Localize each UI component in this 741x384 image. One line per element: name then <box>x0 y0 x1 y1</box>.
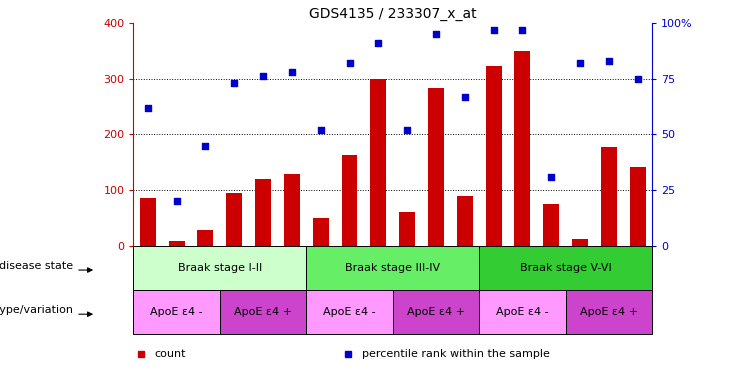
Point <box>401 127 413 133</box>
Point <box>228 80 240 86</box>
Bar <box>370 79 386 246</box>
Bar <box>457 195 473 246</box>
Bar <box>220 290 306 334</box>
Bar <box>565 290 652 334</box>
Bar <box>140 199 156 246</box>
Point <box>344 60 356 66</box>
Point <box>459 93 471 99</box>
Bar <box>306 246 479 290</box>
Text: Braak stage V-VI: Braak stage V-VI <box>519 263 611 273</box>
Bar <box>133 246 306 290</box>
Point <box>574 60 586 66</box>
Point <box>545 174 557 180</box>
Text: ApoE ε4 +: ApoE ε4 + <box>234 307 292 317</box>
Bar <box>399 212 415 246</box>
Bar <box>630 167 645 246</box>
Bar <box>169 241 185 246</box>
Text: ApoE ε4 -: ApoE ε4 - <box>150 307 203 317</box>
Text: genotype/variation: genotype/variation <box>0 305 73 315</box>
Bar <box>479 290 565 334</box>
Bar <box>601 147 617 246</box>
Point <box>315 127 327 133</box>
Text: ApoE ε4 -: ApoE ε4 - <box>323 307 376 317</box>
Bar <box>572 239 588 246</box>
Bar <box>198 230 213 246</box>
Text: Braak stage I-II: Braak stage I-II <box>178 263 262 273</box>
Bar <box>479 246 652 290</box>
Bar <box>133 290 220 334</box>
Text: count: count <box>154 349 186 359</box>
Point <box>373 40 385 46</box>
Point <box>516 26 528 33</box>
Bar <box>485 66 502 246</box>
Text: disease state: disease state <box>0 261 73 271</box>
Bar <box>226 193 242 246</box>
Point <box>632 76 644 82</box>
Bar <box>393 290 479 334</box>
Point <box>488 26 499 33</box>
Bar <box>428 88 444 246</box>
Point <box>603 58 615 64</box>
Text: Braak stage III-IV: Braak stage III-IV <box>345 263 440 273</box>
Point <box>199 142 211 149</box>
Bar <box>255 179 271 246</box>
Text: ApoE ε4 -: ApoE ε4 - <box>496 307 549 317</box>
Bar <box>284 174 300 246</box>
Text: ApoE ε4 +: ApoE ε4 + <box>580 307 638 317</box>
Text: ApoE ε4 +: ApoE ε4 + <box>407 307 465 317</box>
Point <box>286 69 298 75</box>
Point <box>430 31 442 37</box>
Point <box>142 104 153 111</box>
Bar <box>313 218 328 246</box>
Bar <box>306 290 393 334</box>
Bar <box>342 155 357 246</box>
Text: percentile rank within the sample: percentile rank within the sample <box>362 349 550 359</box>
Point <box>170 198 182 204</box>
Bar <box>514 51 531 246</box>
Bar <box>543 204 559 246</box>
Point <box>257 73 269 79</box>
Title: GDS4135 / 233307_x_at: GDS4135 / 233307_x_at <box>309 7 476 21</box>
